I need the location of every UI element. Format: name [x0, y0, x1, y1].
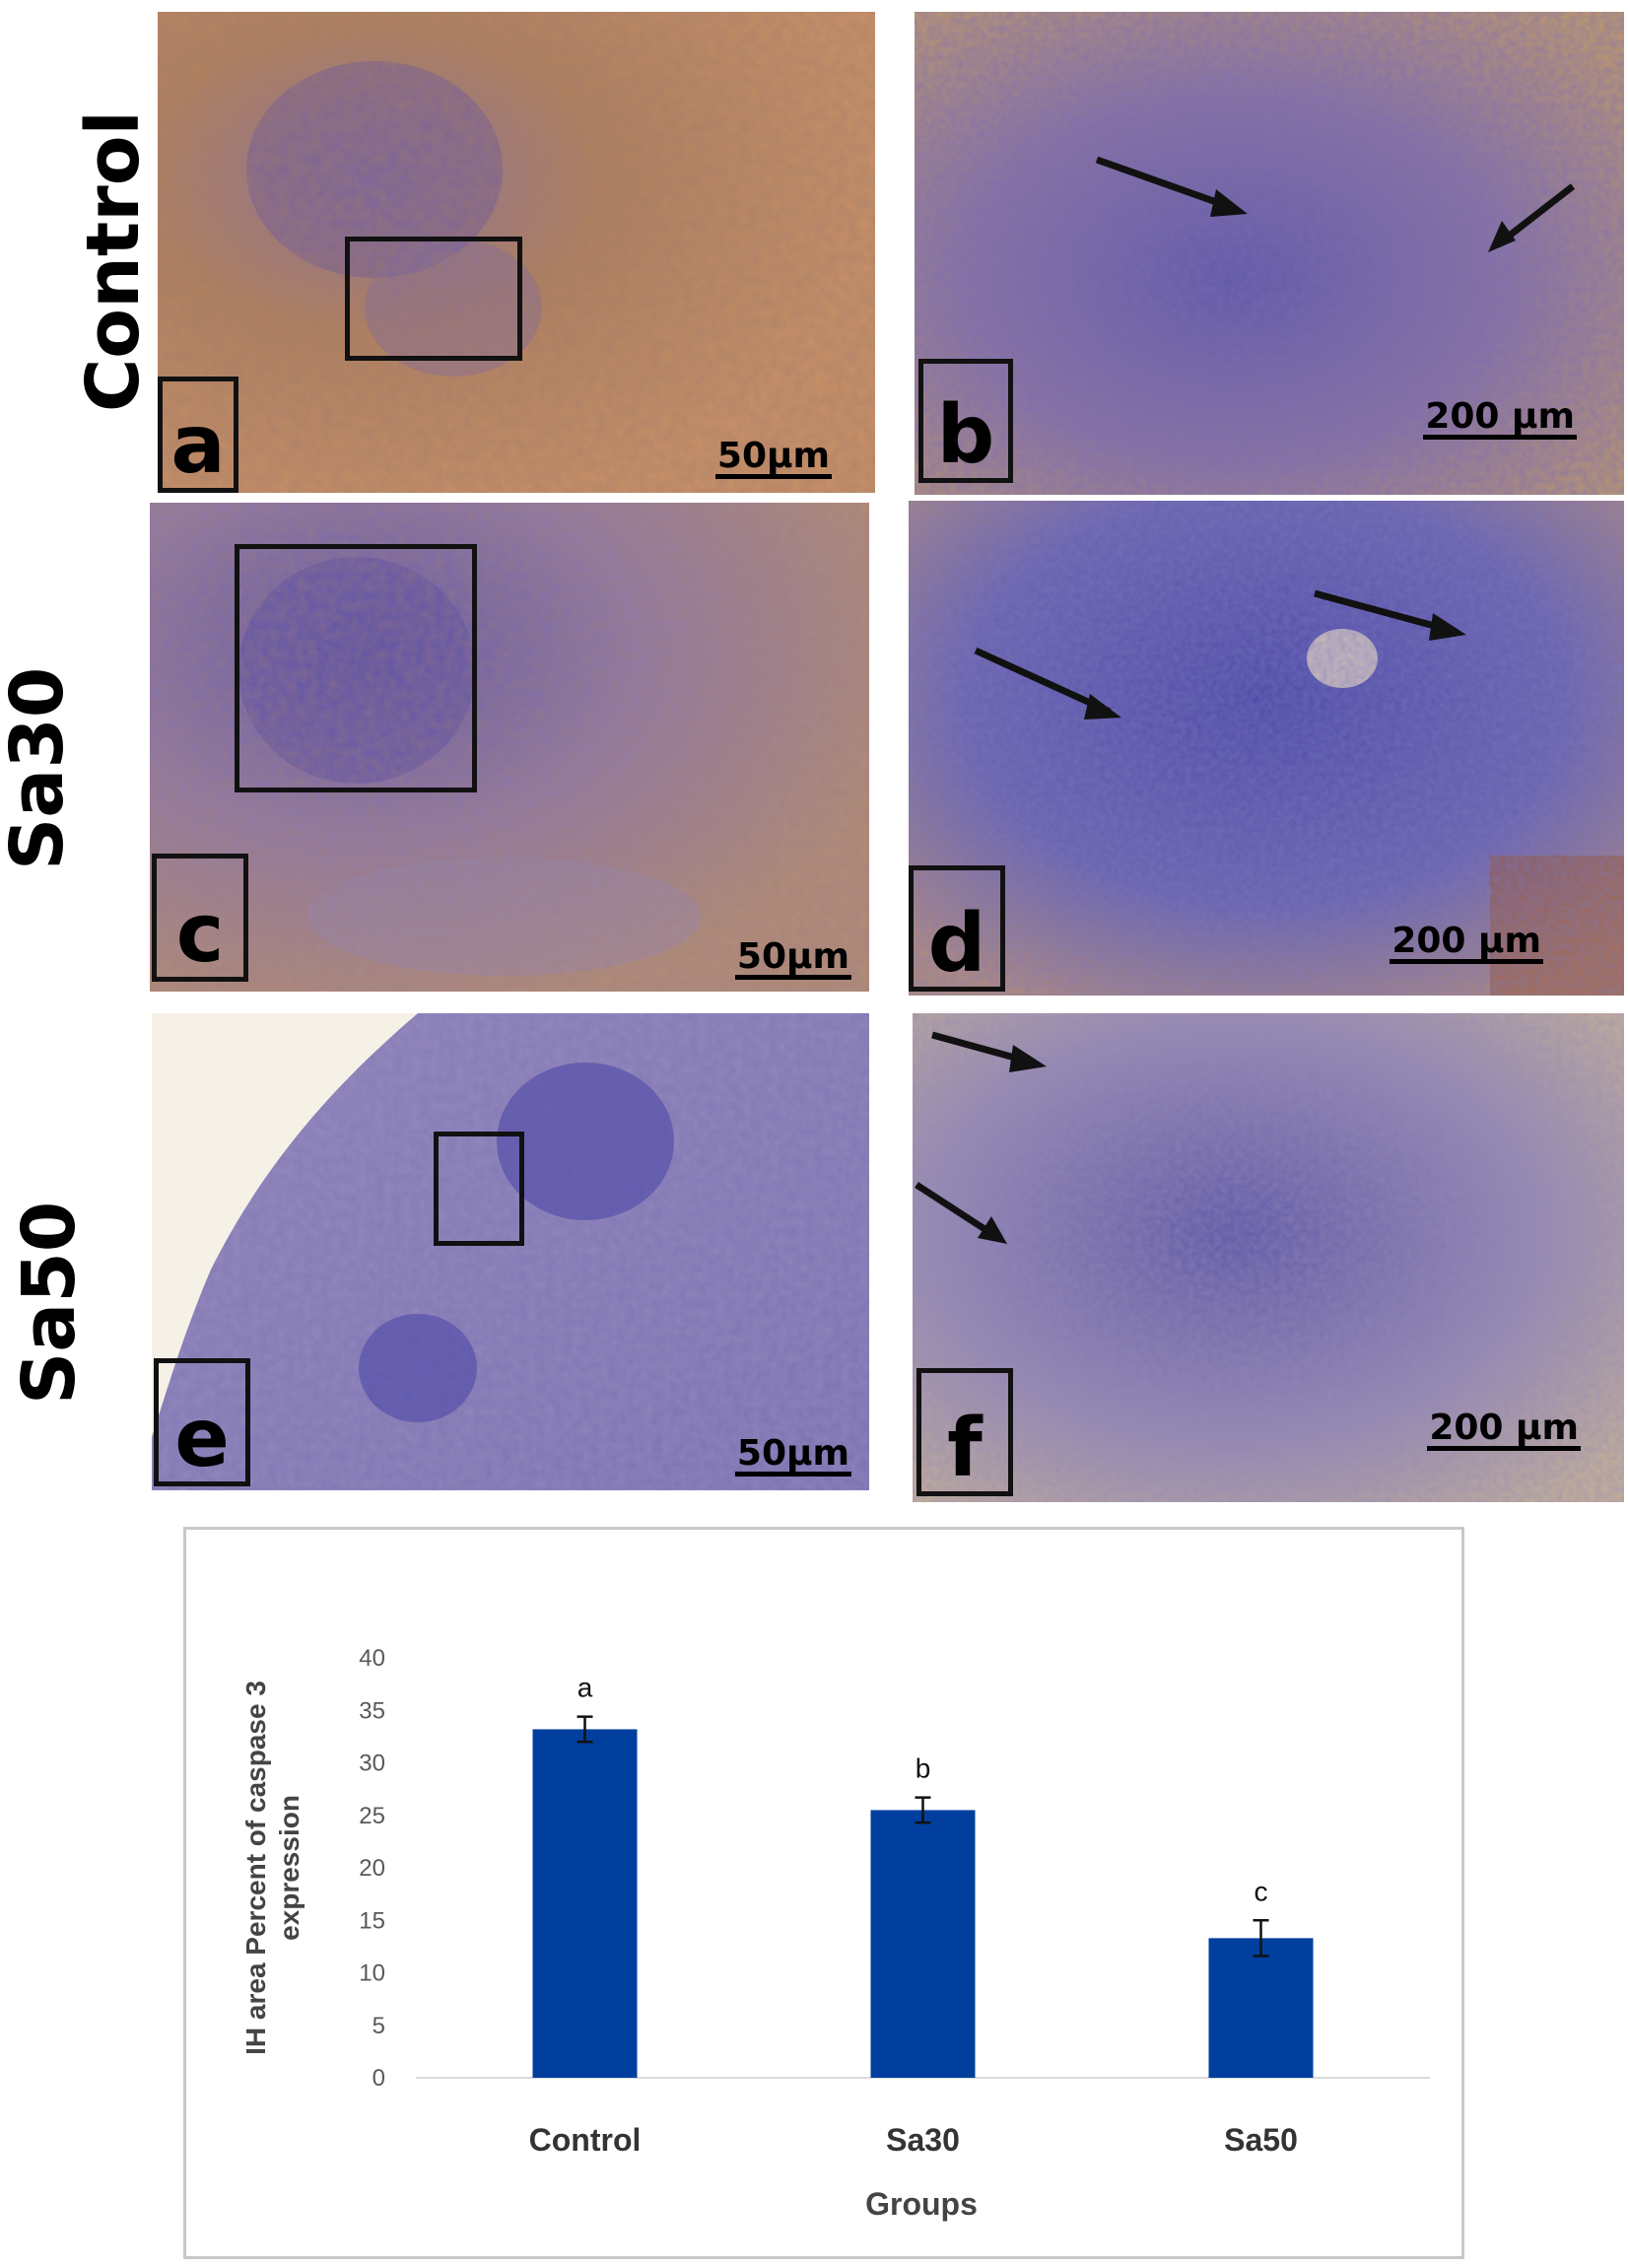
scale-bar-f: 200 µm	[1427, 1410, 1581, 1451]
micrograph-panel-f: f 200 µm	[913, 1013, 1624, 1502]
y-tick-label: 35	[359, 1697, 385, 1724]
significance-letter: b	[916, 1753, 931, 1784]
y-tick-label: 40	[359, 1645, 385, 1672]
y-axis-title-line: IH area Percent of caspase 3	[240, 1681, 271, 2055]
panel-letter-box-c: c	[152, 854, 248, 982]
panel-letter-box-d: d	[909, 865, 1005, 992]
panel-letter-box-f: f	[916, 1368, 1013, 1496]
chart-frame: 0 5 10 15 20 25 30 35 40 a Control b Sa30 c Sa50 Groups…	[183, 1527, 1464, 2259]
bar-control	[532, 1729, 638, 2078]
panel-letter-a: a	[170, 398, 226, 492]
significance-letter: a	[577, 1673, 593, 1703]
panel-letter-f: f	[947, 1402, 983, 1495]
panel-letter-d: d	[927, 897, 986, 991]
row-label-control: Control	[71, 110, 156, 412]
y-tick-label: 10	[359, 1960, 385, 1987]
y-tick-label: 0	[373, 2065, 385, 2092]
significance-letter: c	[1255, 1876, 1268, 1906]
micrograph-panel-c: c 50µm	[150, 503, 869, 992]
tissue-image-a	[158, 12, 875, 493]
micrograph-panel-d: d 200 µm	[909, 501, 1624, 996]
panel-letter-c: c	[175, 887, 225, 981]
y-tick-label: 30	[359, 1751, 385, 1777]
scale-bar-e: 50µm	[734, 1436, 851, 1477]
panel-letter-b: b	[936, 388, 995, 482]
scale-bar-c: 50µm	[734, 939, 851, 980]
roi-box-c	[235, 544, 477, 792]
scale-bar-b: 200 µm	[1423, 399, 1577, 440]
panel-letter-box-a: a	[158, 377, 238, 493]
bar-sa30	[870, 1810, 976, 2078]
tissue-image-b	[915, 12, 1624, 495]
scale-bar-d: 200 µm	[1390, 924, 1543, 964]
tissue-image-f	[913, 1013, 1624, 1502]
y-tick-label: 20	[359, 1855, 385, 1882]
panel-letter-box-e: e	[154, 1358, 250, 1486]
tissue-image-d	[909, 501, 1624, 996]
bar-sa50	[1208, 1938, 1314, 2078]
tissue-image-c	[150, 503, 869, 992]
y-tick-label: 5	[373, 2013, 385, 2039]
x-tick-label: Sa30	[886, 2122, 960, 2158]
tissue-image-e	[152, 1013, 869, 1490]
micrograph-panel-a: a 50µm	[158, 12, 875, 493]
micrograph-panel-b: b 200 µm	[915, 12, 1624, 495]
x-tick-label: Control	[529, 2122, 642, 2158]
micrograph-panel-e: e 50µm	[152, 1013, 869, 1490]
roi-box-e	[434, 1132, 524, 1246]
row-label-sa30: Sa30	[0, 666, 80, 870]
y-axis-title-line: expression	[274, 1795, 305, 1941]
y-tick-label: 15	[359, 1907, 385, 1934]
x-axis-title: Groups	[865, 2186, 978, 2222]
y-axis-title: IH area Percent of caspase 3 expression	[240, 1681, 305, 2055]
y-tick-label: 25	[359, 1803, 385, 1829]
x-tick-label: Sa50	[1224, 2122, 1298, 2158]
row-label-sa50: Sa50	[7, 1201, 92, 1405]
panel-letter-box-b: b	[918, 359, 1013, 483]
scale-bar-a: 50µm	[714, 439, 832, 479]
bar-chart: 0 5 10 15 20 25 30 35 40 a Control b Sa30 c Sa50 Groups…	[240, 1645, 1430, 2222]
roi-box-a	[345, 237, 522, 361]
panel-letter-e: e	[174, 1392, 230, 1485]
